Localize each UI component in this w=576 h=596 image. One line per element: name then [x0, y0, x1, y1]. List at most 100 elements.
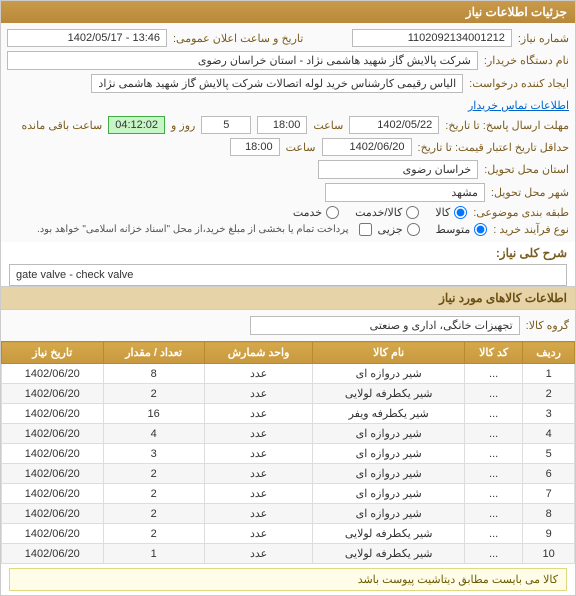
buy-type-medium-input[interactable] — [474, 223, 487, 236]
table-cell: 1402/06/20 — [2, 364, 104, 384]
subject-goods-service-radio[interactable]: کالا/خدمت — [355, 206, 419, 219]
buy-type-radio-group: متوسط جزیی — [378, 223, 488, 236]
buy-type-partial-label: جزیی — [378, 223, 403, 236]
buy-type-partial-input[interactable] — [407, 223, 420, 236]
table-cell: 1402/06/20 — [2, 404, 104, 424]
footer-note: کالا می بایست مطابق دیتاشیت پیوست باشد — [9, 568, 567, 591]
table-cell: 1402/06/20 — [2, 504, 104, 524]
table-cell: عدد — [204, 384, 313, 404]
need-details-panel: جزئیات اطلاعات نیاز شماره نیاز: 11020921… — [0, 0, 576, 596]
table-row: 6...شیر دروازه ایعدد21402/06/20 — [2, 464, 575, 484]
deadline-date: 1402/05/22 — [349, 116, 439, 134]
table-row: 1...شیر دروازه ایعدد81402/06/20 — [2, 364, 575, 384]
need-no-value: 1102092134001212 — [352, 29, 512, 47]
table-cell: شیر یکطرفه ویفر — [313, 404, 465, 424]
table-cell: عدد — [204, 364, 313, 384]
subject-goods-radio[interactable]: کالا — [435, 206, 467, 219]
table-cell: 1402/06/20 — [2, 524, 104, 544]
table-cell: 3 — [103, 444, 204, 464]
table-cell: ... — [464, 424, 522, 444]
table-header-cell: تاریخ نیاز — [2, 342, 104, 364]
table-row: 2...شیر یکطرفه لولاییعدد21402/06/20 — [2, 384, 575, 404]
table-header-cell: کد کالا — [464, 342, 522, 364]
day-and: روز و — [171, 119, 195, 132]
delivery-prov-label: استان محل تحویل: — [484, 163, 569, 176]
table-cell: عدد — [204, 544, 313, 564]
contact-link[interactable]: اطلاعات تماس خریدار — [468, 99, 569, 112]
table-cell: ... — [464, 524, 522, 544]
table-cell: شیر یکطرفه لولایی — [313, 544, 465, 564]
table-container: ParsNamad ۰۲۱-۸۸۳۴۹۶... ردیفکد کالانام ک… — [1, 341, 575, 564]
table-cell: 1 — [523, 364, 575, 384]
table-cell: 6 — [523, 464, 575, 484]
subject-service-radio[interactable]: خدمت — [293, 206, 339, 219]
table-cell: 1402/06/20 — [2, 544, 104, 564]
buy-type-medium-radio[interactable]: متوسط — [436, 223, 488, 236]
table-cell: ... — [464, 484, 522, 504]
group-value: تجهیزات خانگی، اداری و صنعتی — [250, 316, 520, 335]
table-cell: 1402/06/20 — [2, 464, 104, 484]
table-header-cell: واحد شمارش — [204, 342, 313, 364]
table-row: 3...شیر یکطرفه ویفرعدد161402/06/20 — [2, 404, 575, 424]
panel-title: جزئیات اطلاعات نیاز — [1, 1, 575, 23]
table-cell: شیر دروازه ای — [313, 424, 465, 444]
group-label: گروه کالا: — [526, 319, 569, 332]
min-valid-label: حداقل تاریخ اعتبار قیمت: تا تاریخ: — [418, 141, 569, 154]
buyer-label: نام دستگاه خریدار: — [484, 54, 569, 67]
pay-note: پرداخت تمام یا بخشی از مبلغ خرید،از محل … — [37, 224, 349, 235]
time-label-2: ساعت — [286, 141, 316, 154]
buyer-value: شرکت پالایش گاز شهید هاشمی نژاد - استان … — [7, 51, 478, 70]
desc-label: شرح کلی نیاز: — [1, 242, 575, 264]
form-area: شماره نیاز: 1102092134001212 تاریخ و ساع… — [1, 23, 575, 242]
subject-goods-input[interactable] — [454, 206, 467, 219]
table-header-cell: نام کالا — [313, 342, 465, 364]
need-no-label: شماره نیاز: — [518, 32, 569, 45]
table-row: 5...شیر دروازه ایعدد31402/06/20 — [2, 444, 575, 464]
table-cell: 9 — [523, 524, 575, 544]
table-cell: 8 — [103, 364, 204, 384]
table-row: 10...شیر یکطرفه لولاییعدد11402/06/20 — [2, 544, 575, 564]
items-table: ردیفکد کالانام کالاواحد شمارشتعداد / مقد… — [1, 341, 575, 564]
buy-type-partial-radio[interactable]: جزیی — [378, 223, 420, 236]
table-row: 7...شیر دروازه ایعدد21402/06/20 — [2, 484, 575, 504]
subject-service-input[interactable] — [326, 206, 339, 219]
table-cell: 2 — [103, 384, 204, 404]
table-cell: عدد — [204, 404, 313, 424]
subject-label: طبقه بندی موضوعی: — [473, 206, 569, 219]
pay-checkbox[interactable] — [359, 223, 372, 236]
table-cell: 1402/06/20 — [2, 484, 104, 504]
table-cell: 7 — [523, 484, 575, 504]
creator-value: الیاس رقیمی کارشناس خرید لوله اتصالات شر… — [91, 74, 463, 93]
min-valid-date: 1402/06/20 — [322, 138, 412, 156]
subject-goods-service-label: کالا/خدمت — [355, 206, 402, 219]
announce-value: 13:46 - 1402/05/17 — [7, 29, 167, 47]
table-header-cell: تعداد / مقدار — [103, 342, 204, 364]
table-cell: ... — [464, 544, 522, 564]
deadline-time: 18:00 — [257, 116, 307, 134]
delivery-prov: خراسان رضوی — [318, 160, 478, 179]
table-cell: ... — [464, 404, 522, 424]
table-cell: عدد — [204, 444, 313, 464]
items-section-title: اطلاعات کالاهای مورد نیاز — [1, 286, 575, 310]
table-cell: 2 — [103, 524, 204, 544]
table-cell: ... — [464, 504, 522, 524]
table-cell: 1402/06/20 — [2, 424, 104, 444]
subject-goods-service-input[interactable] — [406, 206, 419, 219]
table-header-row: ردیفکد کالانام کالاواحد شمارشتعداد / مقد… — [2, 342, 575, 364]
table-cell: 5 — [523, 444, 575, 464]
table-row: 9...شیر یکطرفه لولاییعدد21402/06/20 — [2, 524, 575, 544]
buy-type-medium-label: متوسط — [436, 223, 471, 236]
table-cell: عدد — [204, 464, 313, 484]
time-label-1: ساعت — [313, 119, 343, 132]
table-cell: 2 — [103, 464, 204, 484]
table-cell: شیر دروازه ای — [313, 484, 465, 504]
delivery-city: مشهد — [325, 183, 485, 202]
table-cell: شیر یکطرفه لولایی — [313, 384, 465, 404]
table-cell: 3 — [523, 404, 575, 424]
table-cell: ... — [464, 384, 522, 404]
remaining-label: ساعت باقی مانده — [21, 119, 102, 132]
subject-radio-group: کالا کالا/خدمت خدمت — [293, 206, 467, 219]
table-cell: عدد — [204, 424, 313, 444]
table-cell: شیر یکطرفه لولایی — [313, 524, 465, 544]
table-cell: 16 — [103, 404, 204, 424]
